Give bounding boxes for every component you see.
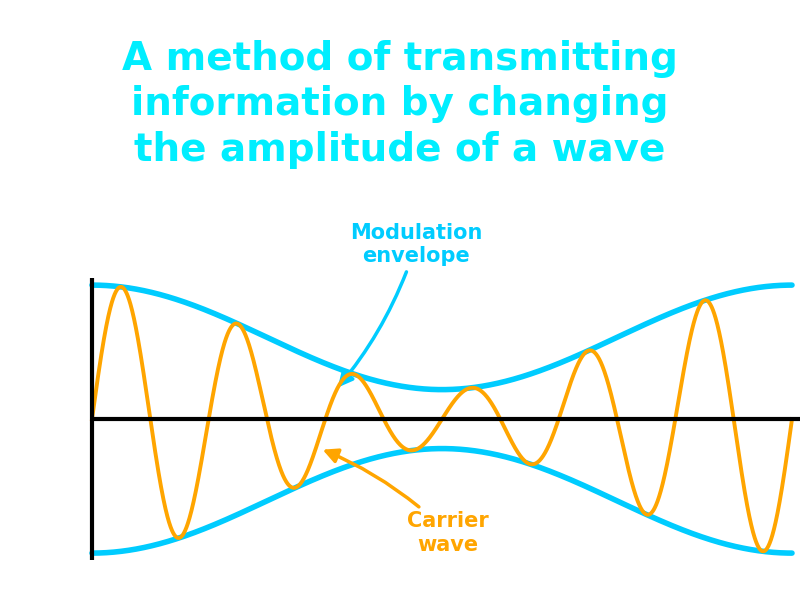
Text: Carrier
wave: Carrier wave bbox=[326, 450, 489, 554]
Text: A method of transmitting
information by changing
the amplitude of a wave: A method of transmitting information by … bbox=[122, 40, 678, 169]
Text: Modulation
envelope: Modulation envelope bbox=[340, 223, 482, 385]
